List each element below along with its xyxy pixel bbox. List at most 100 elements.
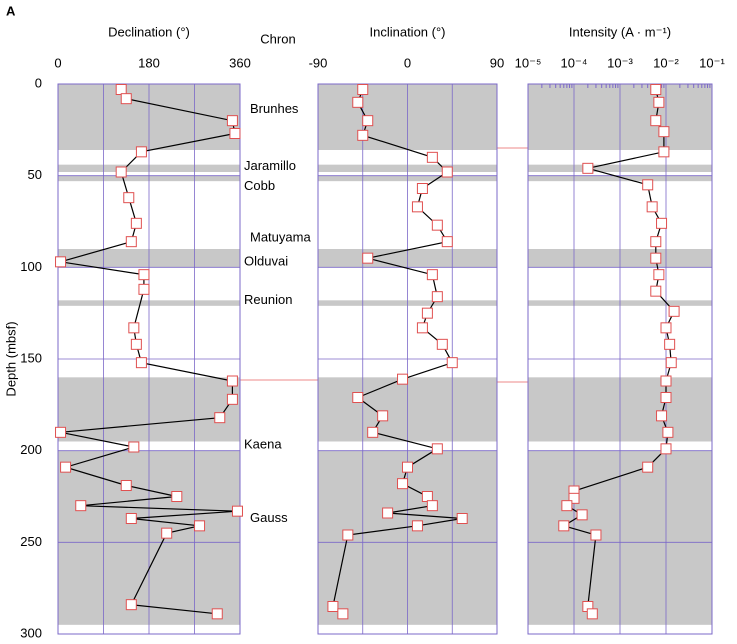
sample-marker — [120, 93, 132, 105]
sample-marker — [214, 412, 226, 424]
x-tick-label: 10⁻¹ — [699, 55, 725, 70]
sample-marker — [60, 461, 72, 473]
sample-marker — [642, 179, 654, 191]
sample-marker — [660, 375, 672, 387]
sample-marker — [665, 357, 677, 369]
x-tick-label: 90 — [490, 55, 504, 70]
sample-marker — [342, 529, 354, 541]
sample-marker — [660, 392, 672, 403]
sample-marker — [456, 513, 468, 524]
sample-marker — [75, 500, 87, 512]
sample-marker — [660, 443, 672, 455]
sample-marker — [362, 115, 374, 127]
sample-marker — [426, 269, 438, 281]
panel-frame — [57, 83, 241, 635]
sample-marker — [128, 322, 140, 334]
sample-marker — [656, 410, 668, 422]
sample-marker — [357, 84, 369, 95]
chron-label: Kaena — [244, 437, 282, 452]
sample-marker — [421, 307, 433, 319]
sample-marker — [337, 608, 349, 620]
sample-marker — [120, 480, 132, 491]
sample-marker — [646, 201, 658, 213]
sample-marker — [367, 426, 379, 438]
sample-marker — [650, 236, 662, 248]
sample-marker — [653, 269, 665, 281]
y-tick-label: 200 — [20, 442, 42, 457]
chron-label: Jaramillo — [244, 158, 296, 173]
sample-marker — [226, 375, 238, 387]
sample-marker — [397, 478, 409, 490]
x-tick-label: -90 — [309, 55, 328, 70]
sample-marker — [362, 252, 374, 264]
sample-marker — [125, 599, 137, 611]
sample-marker — [128, 441, 140, 453]
sample-marker — [561, 500, 573, 512]
sample-marker — [171, 491, 183, 502]
sample-marker — [226, 393, 238, 405]
sample-marker — [664, 338, 676, 350]
sample-marker — [662, 426, 674, 438]
sample-marker — [558, 520, 570, 532]
sample-marker — [668, 305, 680, 317]
sample-marker — [115, 84, 127, 95]
panel-title: Declination (°) — [108, 24, 190, 39]
sample-marker — [586, 608, 598, 620]
chron-label: Gauss — [250, 510, 288, 525]
sample-marker — [352, 392, 364, 403]
sample-marker — [194, 520, 206, 532]
sample-marker — [436, 338, 448, 350]
sample-marker — [660, 322, 672, 334]
sample-marker — [650, 115, 662, 127]
sample-marker — [397, 373, 409, 385]
sample-marker — [431, 291, 443, 303]
chron-label: Olduvai — [244, 253, 288, 268]
chron-label: Brunhes — [250, 101, 299, 116]
sample-marker — [357, 129, 369, 141]
panel-frame — [527, 83, 713, 635]
sample-marker — [130, 338, 142, 350]
sample-marker — [138, 283, 150, 295]
x-tick-label: 10⁻⁵ — [515, 55, 542, 70]
sample-marker — [382, 507, 394, 519]
sample-marker — [226, 115, 238, 127]
sample-marker — [327, 601, 339, 612]
sample-marker — [426, 151, 438, 163]
chron-title: Chron — [260, 31, 295, 46]
y-tick-label: 250 — [20, 534, 42, 549]
panel-title: Inclination (°) — [369, 24, 445, 39]
sample-marker — [123, 192, 135, 204]
sample-marker — [115, 166, 127, 178]
sample-marker — [130, 217, 142, 229]
sample-marker — [576, 509, 588, 521]
sample-marker — [55, 426, 67, 438]
sample-marker — [411, 201, 423, 213]
sample-marker — [138, 269, 150, 281]
chron-label: Reunion — [244, 292, 292, 307]
sample-marker — [55, 256, 67, 268]
x-tick-label: 180 — [138, 55, 160, 70]
x-tick-label: 10⁻⁴ — [561, 55, 588, 70]
sample-marker — [211, 608, 223, 620]
sample-marker — [377, 410, 389, 422]
sample-marker — [231, 505, 243, 517]
x-tick-label: 10⁻² — [653, 55, 679, 70]
sample-marker — [229, 128, 241, 139]
sample-marker — [125, 236, 137, 248]
y-tick-label: 0 — [35, 75, 42, 90]
sample-marker — [658, 126, 670, 138]
panel-label: A — [6, 3, 16, 18]
x-tick-label: 10⁻³ — [607, 55, 633, 70]
sample-marker — [431, 219, 443, 231]
sample-marker — [426, 500, 438, 512]
sample-marker — [582, 162, 594, 174]
sample-marker — [642, 461, 654, 473]
chron-label: Cobb — [244, 178, 275, 193]
sample-marker — [650, 285, 662, 297]
sample-marker — [416, 183, 428, 194]
sample-marker — [568, 492, 580, 504]
sample-marker — [161, 527, 173, 539]
sample-marker — [421, 491, 433, 502]
sample-marker — [590, 529, 602, 541]
y-axis-label: Depth (mbsf) — [3, 321, 18, 396]
